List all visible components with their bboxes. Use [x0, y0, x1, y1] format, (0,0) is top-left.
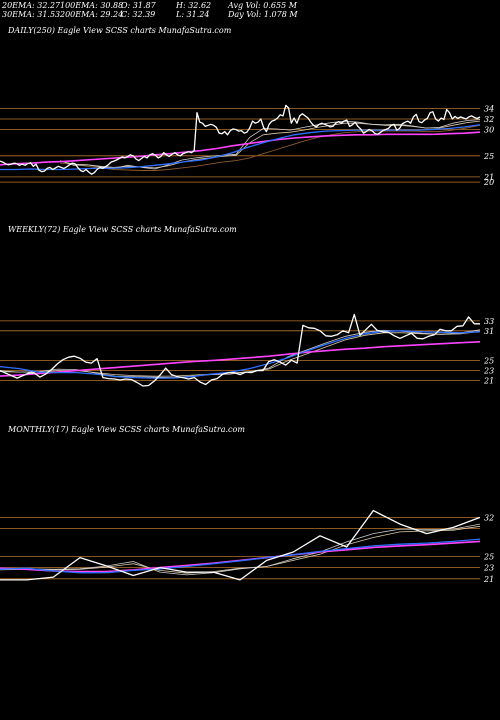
open-readout: O: 31.87	[121, 1, 156, 10]
day-vol-readout: Day Vol: 1.078 M	[228, 10, 298, 19]
ema20-line	[0, 523, 481, 576]
ema30-line	[0, 525, 481, 574]
price-tick-label: 32	[484, 513, 494, 522]
close-readout: C: 32.39	[121, 10, 156, 19]
price-tick-label: 30	[484, 126, 494, 135]
price-tick-label: 21	[483, 575, 494, 584]
secondary-line	[59, 124, 481, 171]
avg-vol-readout: Avg Vol: 0.655 M	[228, 1, 297, 10]
price-tick-label: 31	[484, 327, 494, 336]
price-line	[0, 104, 481, 175]
price-tick-label: 25	[483, 152, 494, 161]
ema200-line	[0, 341, 481, 377]
price-tick-label: 25	[483, 553, 494, 562]
price-tick-label: 23	[483, 367, 494, 376]
price-tick-label: 21	[483, 377, 494, 386]
ema100-readout: 100EMA: 30.88	[60, 1, 124, 10]
ema100-line	[0, 330, 481, 379]
price-tick-label: 33	[484, 317, 494, 326]
ema100-line	[0, 538, 481, 574]
low-readout: L: 31.24	[176, 10, 210, 19]
ema20-line	[59, 119, 481, 170]
price-line	[0, 313, 480, 387]
price-tick-label: 23	[483, 564, 494, 573]
price-line	[0, 509, 481, 581]
ema200-line	[0, 131, 481, 166]
ema200-readout: 200EMA: 29.24	[60, 10, 124, 19]
ema30-line	[59, 120, 481, 169]
ema100-line	[0, 124, 481, 171]
price-tick-label: 25	[483, 357, 494, 366]
indicator-header: 20EMA: 32.27 100EMA: 30.88 O: 31.87 H: 3…	[0, 0, 500, 20]
high-readout: H: 32.62	[176, 1, 212, 10]
panel-title: WEEKLY(72) Eagle View SCSS charts Munafa…	[8, 225, 237, 234]
panel-title: MONTHLY(17) Eagle View SCSS charts Munaf…	[7, 425, 245, 434]
ema20-readout: 20EMA: 32.27	[2, 1, 61, 10]
price-tick-label: 34	[484, 105, 494, 114]
panel-title: DAILY(250) Eagle View SCSS charts Munafa…	[7, 26, 232, 35]
price-tick-label: 21	[483, 173, 494, 182]
ema30-readout: 30EMA: 31.53	[2, 10, 61, 19]
price-tick-label: 20	[483, 178, 494, 187]
price-tick-label: 32	[484, 115, 494, 124]
